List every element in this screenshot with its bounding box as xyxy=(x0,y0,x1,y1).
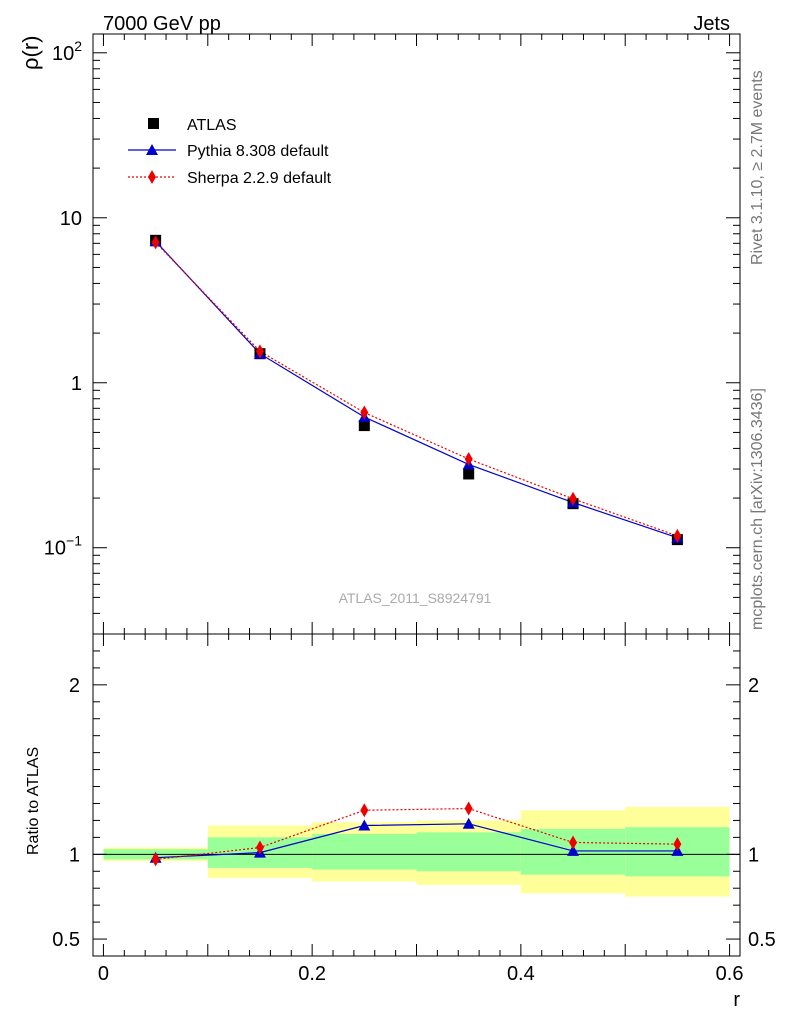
ratio-sherpa-point xyxy=(464,801,473,816)
ratio-sherpa-point xyxy=(360,803,369,818)
ratio-pythia-point xyxy=(358,819,371,831)
mcplots-label: mcplots.cern.ch [arXiv:1306.3436] xyxy=(749,388,766,630)
pythia-line xyxy=(155,240,678,539)
atlas-point xyxy=(463,468,475,480)
header-right: Jets xyxy=(693,13,730,35)
ratio-y-axis-label: Ratio to ATLAS xyxy=(25,747,42,855)
main-data xyxy=(149,234,684,546)
ratio-y-tick-label-right: 1 xyxy=(748,844,759,866)
rivet-label: Rivet 3.1.10, ≥ 2.7M events xyxy=(749,70,766,265)
main-panel: 10−1 1 10 102 ρ(r) ATLAS_2011_S8924791 ATLA… xyxy=(18,33,741,635)
sherpa-point xyxy=(464,452,473,467)
ratio-y-tick-label: 0.5 xyxy=(52,929,80,951)
ratio-panel: 0 0.2 0.4 0.60.5 0.51 12 2 Ratio to ATLAS r xyxy=(25,633,776,1011)
ratio-sherpa-point xyxy=(255,840,264,855)
legend: ATLAS Pythia 8.308 default Sherpa 2.2.9 … xyxy=(128,117,332,187)
legend-marker-atlas xyxy=(148,118,159,129)
ratio-y-tick-label: 1 xyxy=(69,844,80,866)
legend-label-pythia: Pythia 8.308 default xyxy=(187,143,329,160)
band-inner-bin xyxy=(312,833,417,870)
sherpa-point xyxy=(673,528,682,543)
main-y-tick-label: 10 xyxy=(60,208,82,230)
x-tick-label: 0.4 xyxy=(507,963,535,985)
band-inner-bin xyxy=(416,832,521,872)
x-tick-label: 0 xyxy=(98,963,109,985)
ratio-frame xyxy=(92,633,741,957)
legend-label-sherpa: Sherpa 2.2.9 default xyxy=(187,170,332,187)
ratio-y-tick-label: 2 xyxy=(69,675,80,697)
sherpa-point xyxy=(255,344,264,359)
ratio-y-tick-label-right: 0.5 xyxy=(748,929,776,951)
ratio-data xyxy=(149,801,684,867)
main-y-axis-label: ρ(r) xyxy=(18,36,43,71)
x-tick-label: 0.6 xyxy=(716,963,744,985)
ratio-y-tick-label-right: 2 xyxy=(748,675,759,697)
atlas-point xyxy=(358,420,370,432)
legend-marker-sherpa xyxy=(148,170,156,184)
ratio-pythia-point xyxy=(462,817,475,829)
ratio-axes: 0 0.2 0.4 0.60.5 0.51 12 2 xyxy=(52,633,776,985)
ratio-sherpa-point xyxy=(673,837,682,852)
ratio-sherpa-point xyxy=(151,852,160,867)
ratio-sherpa-point xyxy=(569,835,578,850)
legend-label-atlas: ATLAS xyxy=(187,117,237,134)
ratio-bands xyxy=(103,806,730,897)
x-axis-label: r xyxy=(733,989,740,1011)
sherpa-line xyxy=(155,241,678,537)
sherpa-point xyxy=(360,405,369,420)
main-y-tick-label: 10−1 xyxy=(44,533,82,560)
main-y-tick-label: 1 xyxy=(71,373,82,395)
ratio-pythia-point xyxy=(567,844,580,856)
x-tick-label: 0.2 xyxy=(298,963,326,985)
main-y-tick-label: 102 xyxy=(52,38,82,65)
legend-marker-pythia xyxy=(146,144,158,155)
analysis-label: ATLAS_2011_S8924791 xyxy=(339,590,492,606)
sherpa-point xyxy=(569,491,578,506)
sherpa-point xyxy=(151,235,160,250)
ratio-sherpa-line xyxy=(155,807,678,860)
header-left: 7000 GeV pp xyxy=(103,13,221,35)
ratio-pythia-line xyxy=(155,823,678,859)
